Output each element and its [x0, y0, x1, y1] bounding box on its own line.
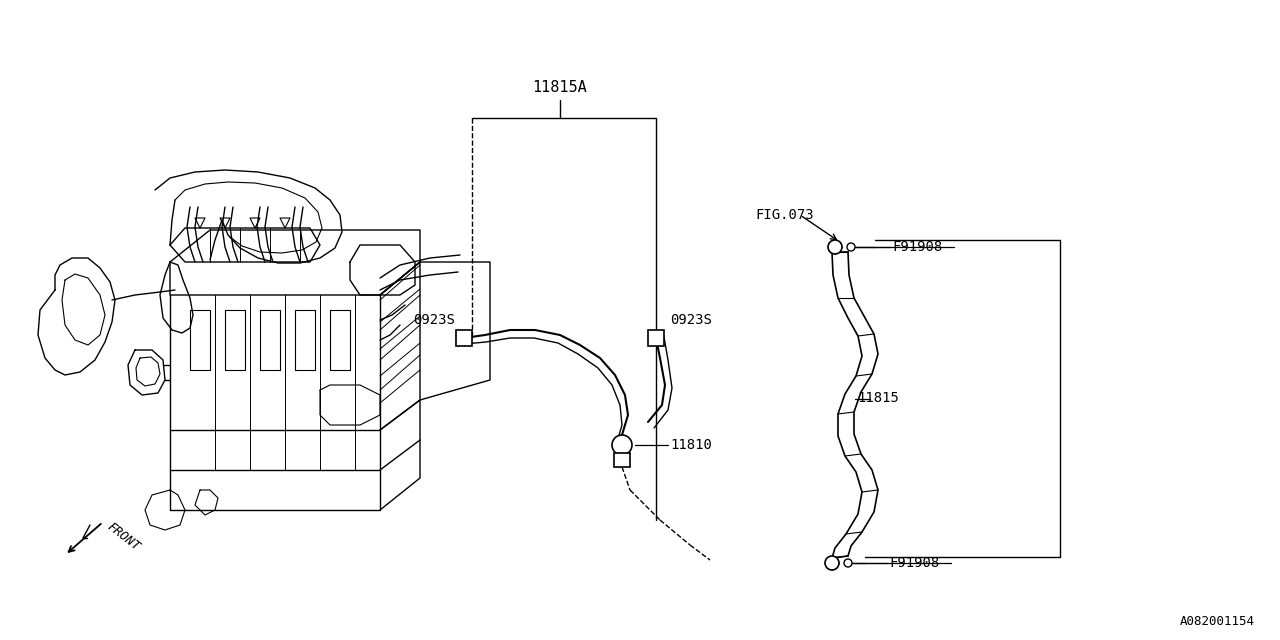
Text: FIG.073: FIG.073 — [755, 208, 814, 222]
Text: 11815A: 11815A — [532, 80, 588, 95]
Bar — [456, 330, 472, 346]
Text: FRONT: FRONT — [105, 520, 142, 554]
Circle shape — [826, 556, 838, 570]
Text: 0923S: 0923S — [413, 313, 454, 327]
Circle shape — [844, 559, 852, 567]
Text: 0923S: 0923S — [669, 313, 712, 327]
Bar — [614, 453, 630, 467]
Text: A082001154: A082001154 — [1180, 615, 1254, 628]
Bar — [456, 332, 468, 344]
Circle shape — [828, 240, 842, 254]
Text: F91908: F91908 — [890, 556, 940, 570]
Circle shape — [847, 243, 855, 251]
Circle shape — [612, 435, 632, 455]
Text: F91908: F91908 — [892, 240, 942, 254]
Text: 11810: 11810 — [669, 438, 712, 452]
Bar — [648, 330, 664, 346]
Text: 11815: 11815 — [858, 392, 899, 406]
